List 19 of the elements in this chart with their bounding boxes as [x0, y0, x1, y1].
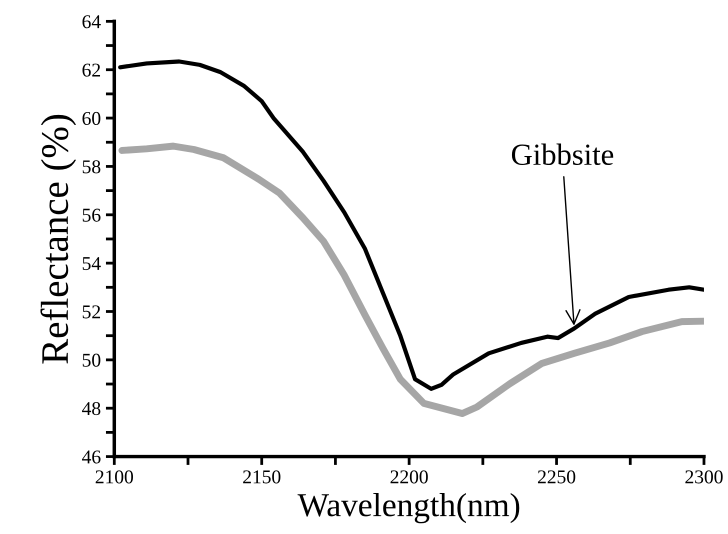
x-tick-label: 2150: [243, 470, 280, 484]
y-tick-label: 46: [82, 450, 101, 464]
y-tick-label: 50: [82, 354, 100, 367]
y-tick-label: 56: [82, 208, 101, 222]
line-series: [118, 59, 704, 391]
y-axis-title: Reflectance (%): [40, 114, 76, 364]
x-tick-label: 2100: [96, 470, 133, 484]
x-tick-label: 2300: [685, 470, 723, 484]
y-tick-label: 52: [82, 305, 100, 318]
y-tick-label: 48: [82, 402, 100, 416]
y-tick-label: 62: [82, 64, 100, 77]
y-tick-label: 60: [82, 112, 100, 126]
y-tick-label: 64: [82, 15, 101, 28]
y-tick-label: 58: [82, 160, 100, 174]
annotation: Gibbsite: [512, 144, 614, 166]
x-axis-title: Wavelength(nm): [298, 492, 520, 524]
x-tick-label: 2200: [390, 470, 428, 484]
x-tick-label: 2250: [538, 470, 576, 484]
y-tick-label: 54: [82, 257, 101, 270]
